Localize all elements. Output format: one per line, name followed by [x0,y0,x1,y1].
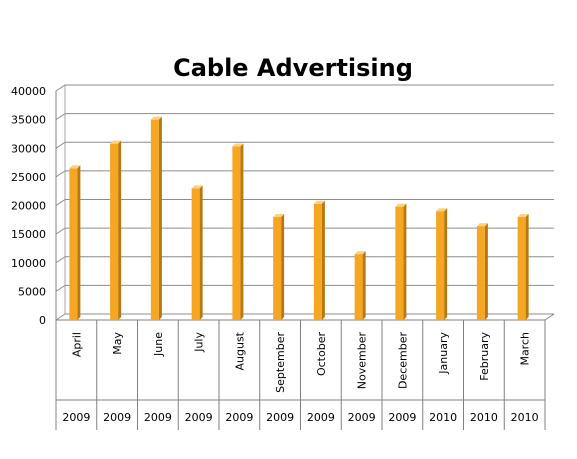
bar-side [240,143,244,320]
gridline-slant [55,113,66,121]
x-year-label: 2010 [429,411,457,424]
x-axis-table: April 2009 May 2009 June 2009 July 2009 August 20… [55,320,546,430]
bar [436,208,448,320]
bar-top [517,213,529,217]
bar [313,200,325,320]
gridline-slant [55,199,66,206]
bar-side [525,213,529,320]
bar-side [281,213,285,320]
x-category-label: September [274,332,287,393]
bar-top [313,200,325,204]
y-tick-label: 40000 [11,85,46,98]
bar-side [118,140,122,320]
bar-side [321,200,325,320]
x-year-label: 2009 [144,411,172,424]
bar [232,143,244,320]
bars [69,116,529,320]
x-category-label: October [315,332,328,376]
x-category-label: March [519,332,532,366]
gridline-slant [55,141,66,149]
bar-top [191,185,203,189]
bar [191,185,203,320]
y-tick-label: 5000 [18,285,46,298]
bar-front [517,216,526,320]
bar-front [232,146,241,320]
bar-front [476,226,485,320]
bar [110,140,122,320]
x-year-label: 2009 [348,411,376,424]
x-category-label: April [70,332,83,357]
x-year-label: 2009 [266,411,294,424]
gridline-slant [55,284,66,292]
bar-top [436,208,448,212]
bar-side [362,251,366,320]
bar [476,223,488,320]
gridline-slant [55,227,66,235]
bar [273,213,285,320]
bar-top [69,165,81,169]
bar-side [484,223,488,320]
y-tick-label: 20000 [11,200,46,213]
x-category-label: August [233,331,246,370]
gridline-slant [55,170,66,178]
bar [150,116,162,320]
y-tick-label: 30000 [11,142,46,155]
bar-front [436,211,445,320]
x-year-label: 2009 [307,411,335,424]
bar-front [313,203,322,320]
bar [69,165,81,320]
y-axis-ticks: 0 5000 10000 15000 20000 25000 30000 35000 40000 [11,85,46,327]
bar-side [158,116,162,320]
x-category-label: July [193,332,206,353]
bar-top [273,213,285,217]
y-tick-label: 15000 [11,228,46,241]
x-year-label: 2010 [470,411,498,424]
y-tick-label: 10000 [11,257,46,270]
bar-front [191,188,200,320]
x-year-label: 2009 [388,411,416,424]
bar-front [110,143,119,320]
bar-side [444,208,448,320]
x-category-label: November [356,332,369,390]
bar-side [199,185,203,320]
bar-front [395,206,404,320]
chart-title: Cable Advertising [173,54,413,82]
bar [517,213,529,320]
x-category-label: May [111,332,124,355]
x-year-label: 2009 [62,411,90,424]
gridline-slant [55,84,66,92]
gridline-slant [55,256,66,264]
x-category-label: June [152,332,165,357]
bar-top [476,223,488,227]
bar-top [110,140,122,144]
x-category-label: December [396,332,409,390]
gridline-slant [55,313,66,321]
bar-side [77,165,81,320]
bar-top [395,203,407,207]
x-year-label: 2009 [103,411,131,424]
bar [395,203,407,320]
bar-top [232,143,244,147]
x-year-label: 2010 [511,411,539,424]
x-category-label: February [478,332,491,381]
x-year-label: 2009 [185,411,213,424]
floor-side-edge [544,313,555,321]
y-tick-label: 25000 [11,171,46,184]
y-tick-label: 0 [39,314,46,327]
bar-top [354,251,366,255]
bar-front [150,119,159,320]
bar-front [273,216,282,320]
y-tick-label: 35000 [11,114,46,127]
x-category-label: January [437,332,450,375]
x-year-label: 2009 [225,411,253,424]
bar-side [403,203,407,320]
bar [354,251,366,320]
bar-top [150,116,162,120]
bar-front [69,168,78,320]
bar-front [354,254,363,320]
